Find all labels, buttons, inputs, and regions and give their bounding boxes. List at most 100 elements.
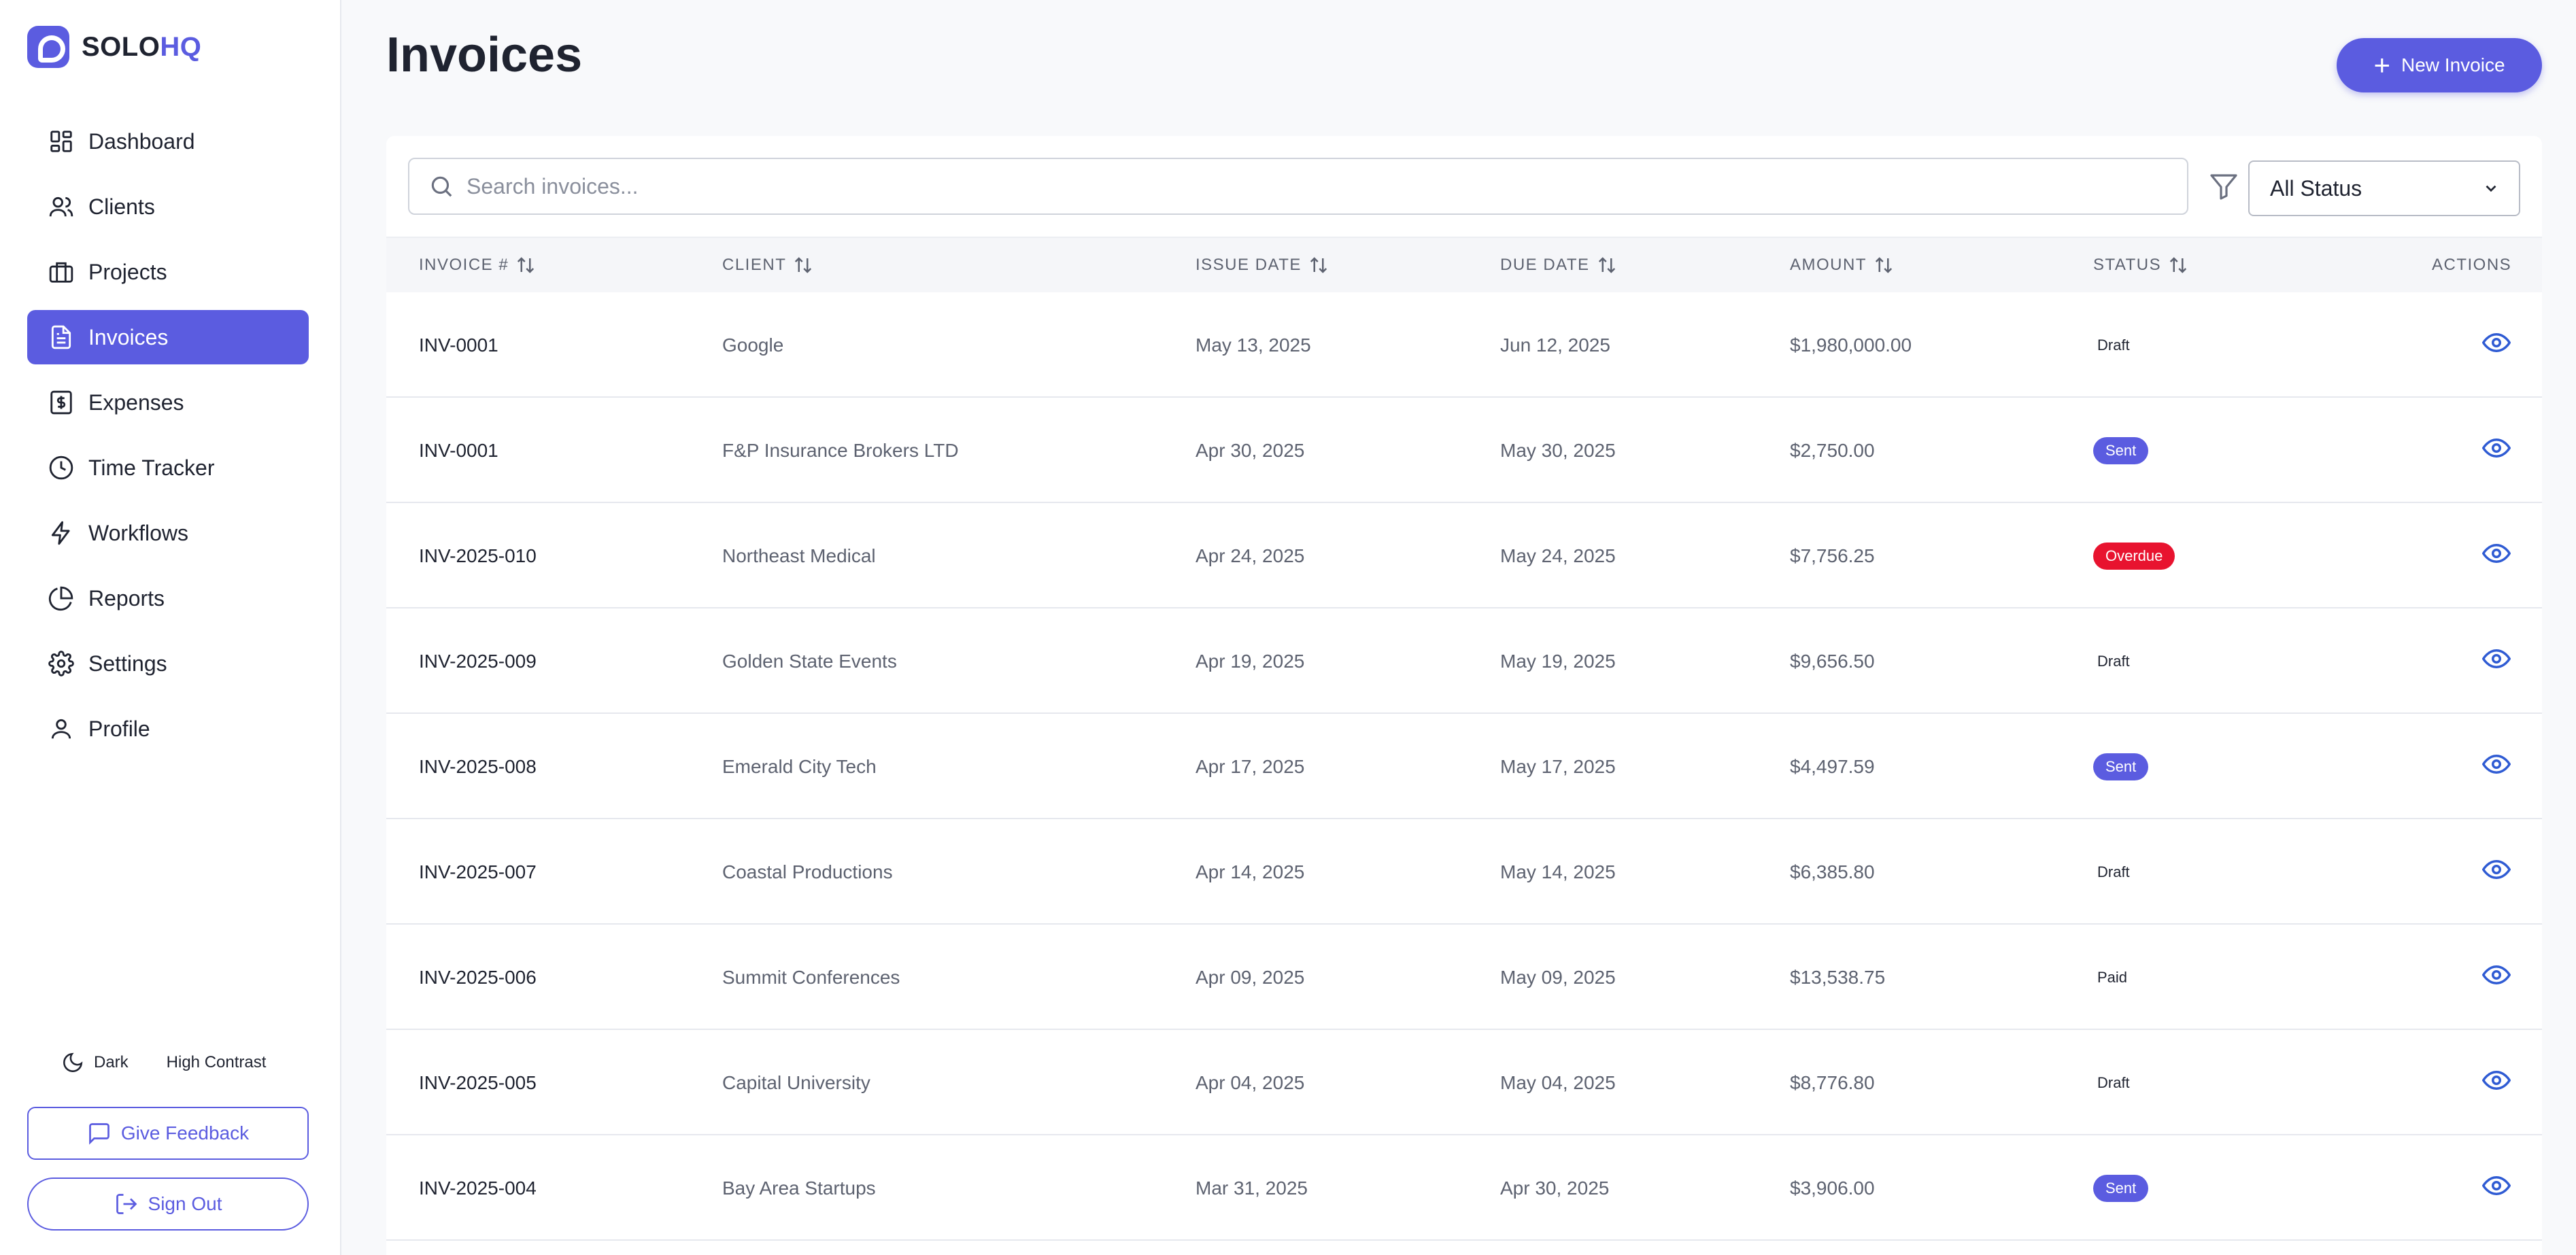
- table-row[interactable]: INV-2025-010 Northeast Medical Apr 24, 202…: [386, 503, 2542, 608]
- sort-icon: [1310, 257, 1327, 273]
- sidebar-item-dashboard[interactable]: Dashboard: [27, 114, 309, 169]
- due-date-cell: May 04, 2025: [1500, 1071, 1616, 1093]
- status-cell: Sent: [2093, 398, 2149, 503]
- column-header-label: ACTIONS: [2432, 256, 2512, 274]
- table-row[interactable]: INV-2025-009 Golden State Events Apr 19, 2…: [386, 608, 2542, 714]
- amount-cell: $4,497.59: [1790, 755, 1875, 777]
- status-cell: Draft: [2085, 819, 2142, 925]
- clock-icon: [48, 454, 75, 481]
- status-badge: Draft: [2097, 863, 2130, 880]
- sidebar-item-clients[interactable]: Clients: [27, 179, 309, 234]
- amount-cell: $7,756.25: [1790, 545, 1875, 566]
- client-cell: Summit Conferences: [722, 966, 900, 988]
- column-header-label: ISSUE DATE: [1196, 256, 1302, 274]
- column-header-due-date[interactable]: DUE DATE: [1500, 255, 1617, 275]
- dark-mode-toggle[interactable]: Dark: [94, 1053, 129, 1071]
- sidebar-item-profile[interactable]: Profile: [27, 702, 309, 756]
- issue-date-cell: Apr 24, 2025: [1196, 545, 1305, 566]
- sidebar-item-settings[interactable]: Settings: [27, 636, 309, 691]
- column-header-label: AMOUNT: [1790, 256, 1867, 274]
- client-cell: F&P Insurance Brokers LTD: [722, 439, 959, 461]
- table-row[interactable]: INV-2025-006 Summit Conferences Apr 09, 20…: [386, 925, 2542, 1030]
- column-header-client[interactable]: CLIENT: [722, 255, 813, 275]
- table-row[interactable]: INV-2025-008 Emerald City Tech Apr 17, 202…: [386, 714, 2542, 819]
- due-date-cell: Apr 30, 2025: [1500, 1177, 1610, 1199]
- user-icon: [48, 715, 75, 742]
- pie-chart-icon: [48, 585, 75, 612]
- sort-icon: [795, 257, 812, 273]
- status-badge: Draft: [2097, 336, 2130, 354]
- invoice-number-cell: INV-2025-006: [419, 966, 537, 988]
- view-eye-icon[interactable]: [2482, 857, 2511, 882]
- column-header-invoice[interactable]: INVOICE #: [419, 255, 536, 275]
- client-cell: Emerald City Tech: [722, 755, 877, 777]
- status-cell: Draft: [2085, 292, 2142, 398]
- give-feedback-button[interactable]: Give Feedback: [27, 1107, 309, 1160]
- table-row[interactable]: INV-2025-007 Coastal Productions Apr 14, 2…: [386, 819, 2542, 925]
- theme-controls: Dark High Contrast: [61, 1051, 266, 1074]
- view-eye-icon[interactable]: [2482, 647, 2511, 671]
- column-header-amount[interactable]: AMOUNT: [1790, 255, 1894, 275]
- sidebar-item-time-tracker[interactable]: Time Tracker: [27, 441, 309, 495]
- dollar-icon: [48, 389, 75, 416]
- view-eye-icon[interactable]: [2482, 963, 2511, 987]
- search-icon: [431, 176, 452, 197]
- table-row[interactable]: INV-0001 Google May 13, 2025 Jun 12, 2025 $1…: [386, 292, 2542, 398]
- sidebar-item-label: Time Tracker: [88, 455, 215, 480]
- sidebar: SOLOHQ Dashboard Clients Projects Invoic…: [0, 0, 341, 1255]
- status-cell: Sent: [2093, 1135, 2149, 1241]
- view-eye-icon[interactable]: [2482, 752, 2511, 776]
- invoice-number-cell: INV-2025-009: [419, 650, 537, 672]
- sort-icon: [518, 257, 535, 273]
- moon-icon: [63, 1052, 83, 1072]
- sort-icon: [1598, 257, 1615, 273]
- view-eye-icon[interactable]: [2482, 541, 2511, 566]
- column-header-status[interactable]: STATUS: [2093, 255, 2188, 275]
- brand-name: SOLOHQ: [82, 32, 201, 63]
- table-row[interactable]: INV-0001 F&P Insurance Brokers LTD Apr 30,…: [386, 398, 2542, 503]
- client-cell: Bay Area Startups: [722, 1177, 876, 1199]
- new-invoice-button[interactable]: + New Invoice: [2337, 38, 2542, 92]
- view-eye-icon[interactable]: [2482, 1068, 2511, 1093]
- issue-date-cell: Apr 17, 2025: [1196, 755, 1305, 777]
- gear-icon: [48, 650, 75, 677]
- issue-date-cell: Apr 19, 2025: [1196, 650, 1305, 672]
- sidebar-item-workflows[interactable]: Workflows: [27, 506, 309, 560]
- issue-date-cell: Apr 09, 2025: [1196, 966, 1305, 988]
- status-badge: Draft: [2097, 1073, 2130, 1091]
- view-eye-icon[interactable]: [2482, 1173, 2511, 1198]
- high-contrast-toggle[interactable]: High Contrast: [166, 1053, 267, 1071]
- brand-logo[interactable]: SOLOHQ: [27, 26, 201, 68]
- sign-out-button[interactable]: Sign Out: [27, 1177, 309, 1231]
- view-eye-icon[interactable]: [2482, 436, 2511, 460]
- status-cell: Overdue: [2093, 503, 2175, 608]
- table-row[interactable]: INV-2025-004 Bay Area Startups Mar 31, 202…: [386, 1135, 2542, 1241]
- due-date-cell: May 17, 2025: [1500, 755, 1616, 777]
- sidebar-item-expenses[interactable]: Expenses: [27, 375, 309, 430]
- search-box[interactable]: [408, 158, 2188, 215]
- amount-cell: $9,656.50: [1790, 650, 1875, 672]
- issue-date-cell: May 13, 2025: [1196, 334, 1311, 356]
- column-header-issue-date[interactable]: ISSUE DATE: [1196, 255, 1329, 275]
- issue-date-cell: Apr 30, 2025: [1196, 439, 1305, 461]
- due-date-cell: Jun 12, 2025: [1500, 334, 1610, 356]
- briefcase-icon: [48, 258, 75, 286]
- sidebar-item-label: Invoices: [88, 324, 169, 349]
- due-date-cell: May 09, 2025: [1500, 966, 1616, 988]
- status-filter-select[interactable]: All Status: [2248, 160, 2520, 216]
- invoice-number-cell: INV-2025-010: [419, 545, 537, 566]
- sidebar-item-projects[interactable]: Projects: [27, 245, 309, 299]
- invoice-number-cell: INV-2025-005: [419, 1071, 537, 1093]
- status-badge: Overdue: [2093, 542, 2175, 570]
- issue-date-cell: Apr 14, 2025: [1196, 861, 1305, 882]
- sidebar-item-invoices[interactable]: Invoices: [27, 310, 309, 364]
- sidebar-item-reports[interactable]: Reports: [27, 571, 309, 625]
- status-badge: Paid: [2097, 968, 2128, 986]
- invoices-card: All Status INVOICE # CLIENT ISSUE DATE D…: [386, 136, 2542, 1255]
- amount-cell: $2,750.00: [1790, 439, 1875, 461]
- table-row[interactable]: INV-2025-005 Capital University Apr 04, 20…: [386, 1030, 2542, 1135]
- view-eye-icon[interactable]: [2482, 330, 2511, 355]
- search-input[interactable]: [467, 173, 2099, 199]
- filter-icon[interactable]: [2207, 170, 2240, 203]
- sidebar-item-label: Clients: [88, 194, 155, 219]
